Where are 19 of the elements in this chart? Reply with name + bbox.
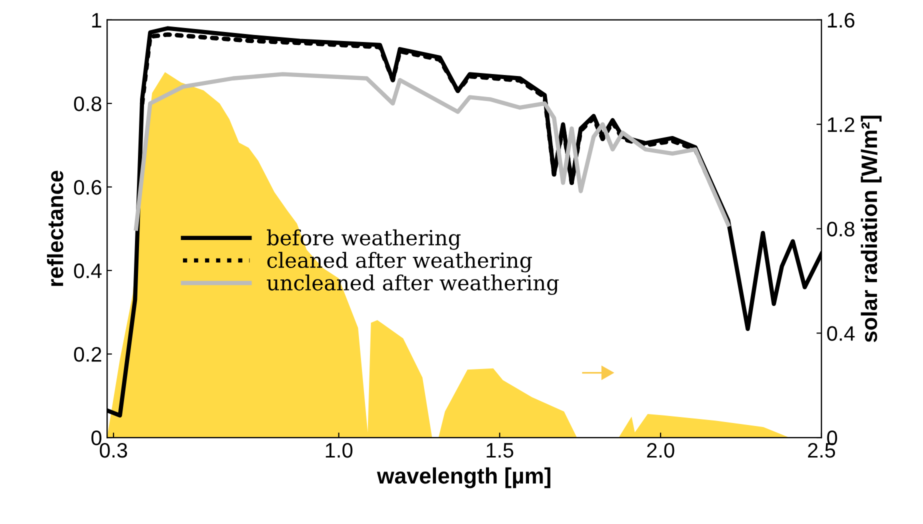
y-tick-label: 0.6 bbox=[74, 180, 102, 195]
x-tick-label: 1.5 bbox=[486, 443, 514, 458]
x-tick-label: 1.0 bbox=[326, 442, 352, 458]
y2-tick-label: 1.6 bbox=[828, 12, 854, 28]
line-series bbox=[134, 72, 730, 231]
y2-tick-label: 0.8 bbox=[827, 222, 854, 236]
x-tick-label: 2.5 bbox=[808, 442, 836, 458]
y-tick-label: 0.4 bbox=[74, 263, 102, 278]
y2-axis-title: solar radiation [W/m²] bbox=[860, 116, 882, 342]
y2-tick-label: 1.2 bbox=[828, 117, 854, 132]
y-tick-label: 0.8 bbox=[74, 96, 102, 112]
x-tick-label: 0.3 bbox=[100, 442, 128, 458]
y2-tick-label: 0.4 bbox=[827, 326, 855, 341]
x-tick-label: 2.0 bbox=[647, 442, 674, 458]
x-axis-title: wavelength [µm] bbox=[376, 467, 550, 488]
y-tick-label: 0.2 bbox=[74, 347, 102, 362]
y-axis-title: reflectance bbox=[46, 170, 64, 286]
y-tick-label: 0 bbox=[91, 430, 102, 446]
y-tick-label: 1 bbox=[92, 13, 102, 28]
